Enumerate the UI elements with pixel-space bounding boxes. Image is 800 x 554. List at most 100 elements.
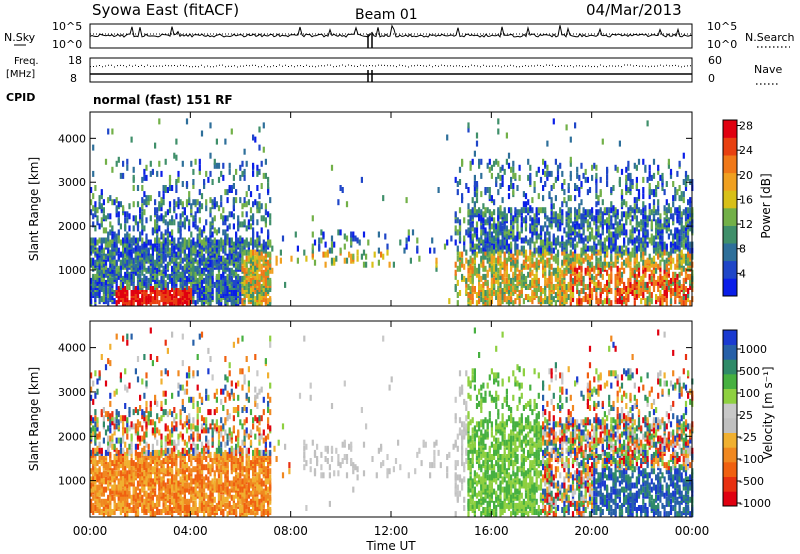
data-cell (588, 281, 592, 288)
beam-title: Beam 01 (355, 7, 418, 23)
data-cell (258, 205, 261, 212)
data-cell (475, 233, 479, 240)
data-cell (657, 279, 660, 286)
data-cell (107, 439, 110, 446)
data-cell (175, 187, 178, 193)
data-cell (235, 273, 238, 280)
data-cell (497, 237, 500, 244)
data-cell (94, 273, 97, 280)
data-cell (627, 281, 630, 288)
data-cell (552, 183, 555, 189)
data-cell (552, 255, 555, 262)
data-cell (90, 482, 93, 489)
data-cell (209, 279, 212, 286)
data-cell (122, 281, 125, 288)
data-cell (166, 251, 169, 258)
data-cell (484, 290, 487, 296)
data-cell (166, 209, 169, 216)
data-cell (665, 286, 668, 292)
data-cell (98, 245, 101, 252)
data-cell (497, 267, 500, 274)
data-cell (94, 281, 97, 288)
data-cell (627, 160, 630, 167)
data-cell (586, 269, 589, 276)
data-cell (680, 235, 683, 242)
data-cell (124, 261, 127, 268)
data-cell (561, 170, 564, 177)
data-cell (260, 269, 263, 276)
data-cell (117, 253, 120, 260)
data-cell (90, 277, 93, 284)
data-cell (235, 247, 238, 254)
data-cell (149, 160, 152, 167)
data-cell (230, 247, 233, 254)
data-cell (569, 207, 572, 214)
data-cell (556, 257, 560, 264)
data-cell (599, 255, 602, 262)
data-cell (499, 263, 502, 270)
data-cell (94, 201, 97, 208)
data-cell (486, 269, 489, 276)
data-cell (512, 259, 515, 266)
data-cell (164, 247, 167, 254)
data-cell (102, 253, 105, 260)
data-cell (608, 298, 611, 305)
data-cell (606, 207, 609, 214)
data-cell (326, 249, 329, 256)
data-cell (569, 273, 572, 280)
data-cell (642, 176, 645, 183)
data-cell (350, 239, 353, 246)
data-cell (156, 237, 159, 244)
data-cell (574, 195, 577, 202)
data-cell (608, 241, 611, 248)
data-cell (252, 284, 255, 290)
data-cell (501, 181, 504, 187)
data-cell (480, 247, 483, 254)
data-cell (141, 211, 144, 218)
data-cell (166, 281, 169, 288)
data-cell (181, 247, 184, 254)
data-cell (207, 286, 210, 292)
data-cell (473, 286, 476, 292)
data-cell (623, 223, 626, 230)
data-cell (179, 241, 182, 248)
data-cell (160, 231, 163, 238)
data-cell (518, 290, 521, 296)
data-cell (524, 263, 528, 270)
data-cell (96, 267, 99, 274)
data-cell (228, 281, 231, 288)
data-cell (264, 209, 267, 216)
data-cell (488, 229, 491, 236)
data-cell (217, 263, 221, 270)
data-cell (258, 235, 261, 242)
data-cell (582, 227, 585, 234)
data-cell (484, 300, 487, 307)
data-cell (139, 235, 142, 242)
data-cell (237, 219, 240, 226)
data-cell (563, 257, 566, 264)
data-cell (642, 207, 645, 214)
data-cell (629, 183, 632, 189)
data-cell (154, 294, 157, 300)
data-cell (578, 257, 581, 264)
data-cell (94, 205, 97, 212)
data-cell (139, 207, 142, 214)
data-cell (130, 296, 133, 303)
data-cell (520, 207, 523, 214)
data-cell (606, 221, 609, 228)
data-cell (330, 247, 334, 254)
data-cell (627, 292, 630, 298)
data-cell (535, 217, 538, 224)
data-cell (667, 217, 670, 224)
data-cell (196, 259, 199, 266)
data-cell (529, 223, 532, 230)
data-cell (631, 284, 634, 290)
data-cell (117, 456, 120, 462)
data-cell (584, 296, 587, 303)
data-cell (682, 152, 685, 159)
data-cell (151, 261, 154, 268)
data-cell (648, 183, 651, 189)
data-cell (672, 181, 675, 187)
data-cell (262, 275, 265, 282)
data-cell (162, 253, 165, 260)
